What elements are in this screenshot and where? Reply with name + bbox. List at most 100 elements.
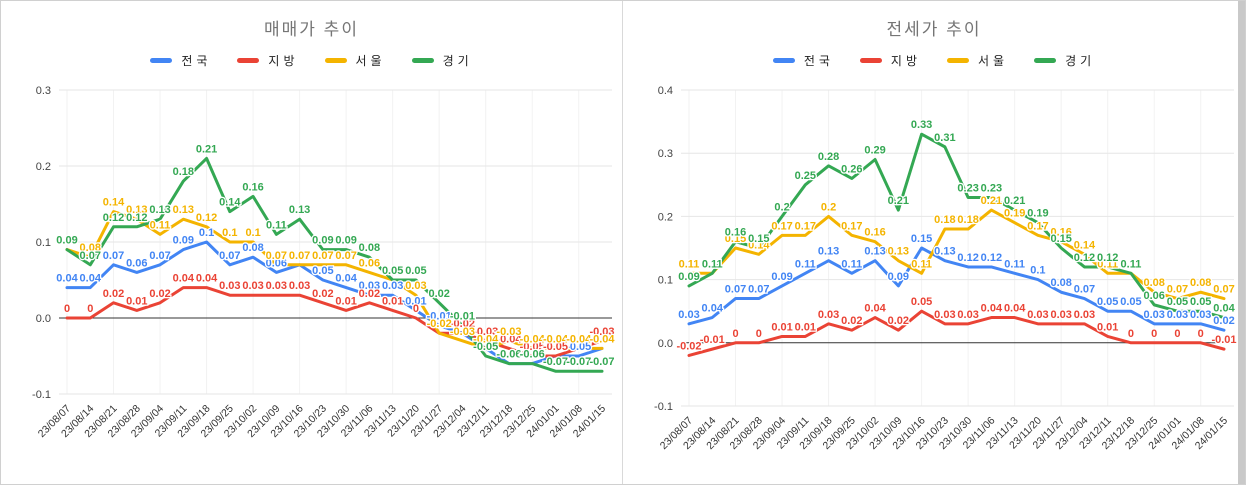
legend-item-0[interactable]: 전국 — [150, 52, 211, 69]
data-label: 0.26 — [841, 163, 862, 175]
data-label: 0 — [413, 303, 419, 315]
data-label: 0.12 — [196, 212, 217, 224]
series-line-경기 — [687, 132, 1226, 320]
data-label: 0.18 — [957, 214, 978, 226]
data-label: -0.05 — [543, 341, 568, 353]
legend-item-3[interactable]: 경기 — [411, 52, 473, 69]
data-label: 0.16 — [864, 227, 885, 239]
data-label: 0.07 — [1074, 284, 1095, 296]
data-label: -0.03 — [473, 326, 498, 338]
data-label: 0 — [1174, 328, 1180, 340]
data-label: -0.01 — [1211, 334, 1236, 346]
data-label: -0.04 — [520, 333, 546, 345]
data-label: 0.04 — [1004, 303, 1026, 315]
data-label: -0.04 — [589, 333, 615, 345]
data-label: 0.02 — [888, 315, 909, 327]
data-label: 0.06 — [1144, 290, 1165, 302]
data-label: 0.07 — [1213, 284, 1234, 296]
y-tick-label: 0.2 — [36, 161, 51, 173]
data-label: 0.03 — [289, 280, 310, 292]
data-label: 0.02 — [149, 288, 170, 300]
legend-item-3[interactable]: 경기 — [1034, 52, 1095, 69]
data-label: 0.23 — [957, 182, 978, 194]
series-line-전국 — [687, 246, 1226, 332]
data-label: 0.09 — [173, 235, 194, 247]
data-label: 0.12 — [1074, 252, 1095, 264]
y-tick-label: 0.0 — [36, 313, 51, 325]
data-label: 0.08 — [359, 242, 380, 254]
legend-swatch-icon — [772, 57, 795, 63]
data-label: 0.02 — [1213, 315, 1234, 327]
jeonse-price-chart-svg: 0.40.30.20.10.0-0.123/08/0723/08/1423/08… — [654, 85, 1238, 452]
data-label: 0.05 — [1190, 296, 1211, 308]
legend-item-2[interactable]: 서울 — [324, 52, 386, 69]
data-label: 0.07 — [1167, 284, 1188, 296]
data-label: 0.11 — [1121, 258, 1142, 270]
data-label: 0.14 — [1074, 239, 1096, 251]
legend-item-0[interactable]: 전국 — [772, 52, 834, 69]
legend-item-1[interactable]: 지방 — [859, 52, 921, 69]
data-label: 0.04 — [196, 273, 218, 285]
data-label: 0.09 — [771, 271, 792, 283]
data-label: 0.01 — [405, 295, 426, 307]
y-tick-label: 0.2 — [658, 211, 673, 223]
data-label: 0.04 — [981, 303, 1003, 315]
data-label: -0.05 — [566, 341, 591, 353]
data-label: 0.03 — [678, 309, 699, 321]
data-label: 0.07 — [80, 250, 101, 262]
data-label: 0.13 — [173, 204, 194, 216]
data-label: 0.1 — [199, 227, 214, 239]
data-label: -0.04 — [473, 333, 499, 345]
sales-price-chart-svg: 0.30.20.10.0-0.123/08/0723/08/1423/08/21… — [32, 85, 617, 440]
series-line-서울 — [65, 210, 604, 350]
data-label: 0.11 — [266, 219, 287, 231]
legend-swatch-icon — [411, 57, 434, 63]
data-label: -0.05 — [543, 341, 568, 353]
legend-item-1[interactable]: 지방 — [237, 52, 298, 69]
scrollbar[interactable] — [1238, 1, 1245, 484]
legend-swatch-icon — [1034, 57, 1057, 63]
data-label: 0.03 — [359, 280, 380, 292]
data-label: 0.04 — [80, 273, 102, 285]
data-label: 0.12 — [981, 252, 1002, 264]
data-label: 0.08 — [1190, 277, 1211, 289]
data-label: 0.17 — [841, 220, 862, 232]
data-label: 0.17 — [771, 220, 792, 232]
data-label: -0.06 — [520, 349, 545, 361]
data-label: 0.13 — [289, 204, 310, 216]
series-line-지방 — [65, 286, 604, 358]
data-label: 0 — [1128, 328, 1134, 340]
data-label: -0.07 — [566, 356, 591, 368]
data-label: 0.04 — [56, 273, 78, 285]
data-label: -0.06 — [520, 349, 545, 361]
data-label: 0 — [1151, 328, 1157, 340]
data-label: 0.02 — [359, 288, 380, 300]
data-label: 0.01 — [126, 295, 147, 307]
data-label: 0.15 — [911, 233, 932, 245]
jeonse-price-panel: 전세가 추이 전국 지방 서울 경기 0.4 0.3 0.2 0.1 0.0 -0.1 23/08… — [623, 1, 1245, 484]
data-label: 0.11 — [795, 258, 816, 270]
data-label: 0.11 — [150, 219, 171, 231]
legend-item-2[interactable]: 서울 — [947, 52, 1008, 69]
data-label: -0.01 — [450, 311, 475, 323]
jeonse-price-chart: 0.4 0.3 0.2 0.1 0.0 -0.1 23/08/07 23/08/14 23/08… — [623, 68, 1245, 485]
series-line-경기 — [65, 156, 604, 373]
data-label: 0.1 — [245, 227, 260, 239]
data-label: 0.14 — [748, 239, 770, 251]
data-label: 0.02 — [428, 288, 449, 300]
data-label: 0.09 — [678, 271, 699, 283]
data-label: 0.03 — [242, 280, 263, 292]
data-label: 0.15 — [725, 233, 746, 245]
data-label: 0.05 — [1167, 296, 1188, 308]
data-label: 0.03 — [266, 280, 287, 292]
data-label: 0.13 — [126, 204, 147, 216]
data-label: 0.02 — [312, 288, 333, 300]
y-tick-label: 0.4 — [658, 85, 673, 97]
data-label: -0.04 — [566, 333, 592, 345]
data-label: 0.1 — [222, 227, 237, 239]
data-label: 0.03 — [1144, 309, 1165, 321]
data-label: 0.07 — [103, 250, 124, 262]
data-label: -0.07 — [543, 356, 568, 368]
y-tick-label: 0.3 — [658, 148, 673, 160]
